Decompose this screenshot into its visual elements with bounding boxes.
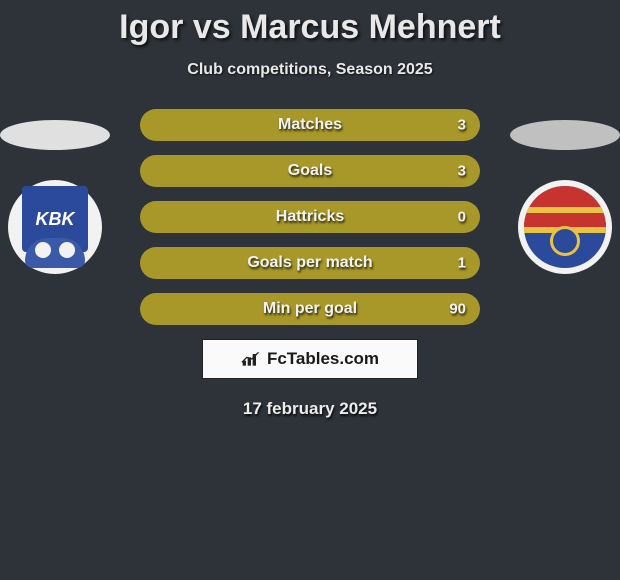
stat-row: Goals per match 1 [140,247,480,279]
left-club-crest: KBK [8,180,102,274]
right-player-name-plate [510,120,620,150]
stat-row: Matches 3 [140,109,480,141]
right-player-panel [510,120,620,274]
stat-value-right: 3 [458,163,466,180]
stat-row: Min per goal 90 [140,293,480,325]
watermark: FcTables.com [202,339,418,379]
subtitle: Club competitions, Season 2025 [0,61,620,79]
watermark-text: FcTables.com [267,349,379,369]
stat-value-right: 0 [458,209,466,226]
stat-label: Goals per match [247,254,372,272]
left-crest-owl-icon [25,238,85,268]
right-club-crest [518,180,612,274]
stat-label: Hattricks [276,208,344,226]
stat-value-right: 3 [458,117,466,134]
left-player-panel: KBK [0,120,110,274]
date-label: 17 february 2025 [0,399,620,419]
stat-label: Min per goal [263,300,357,318]
stat-value-right: 90 [449,301,466,318]
stat-row: Hattricks 0 [140,201,480,233]
page-title: Igor vs Marcus Mehnert [0,0,620,47]
stat-row: Goals 3 [140,155,480,187]
bar-chart-icon [241,350,261,368]
left-player-name-plate [0,120,110,150]
stat-value-right: 1 [458,255,466,272]
stat-label: Matches [278,116,342,134]
right-crest-shield-icon [524,186,606,268]
stat-label: Goals [288,162,332,180]
